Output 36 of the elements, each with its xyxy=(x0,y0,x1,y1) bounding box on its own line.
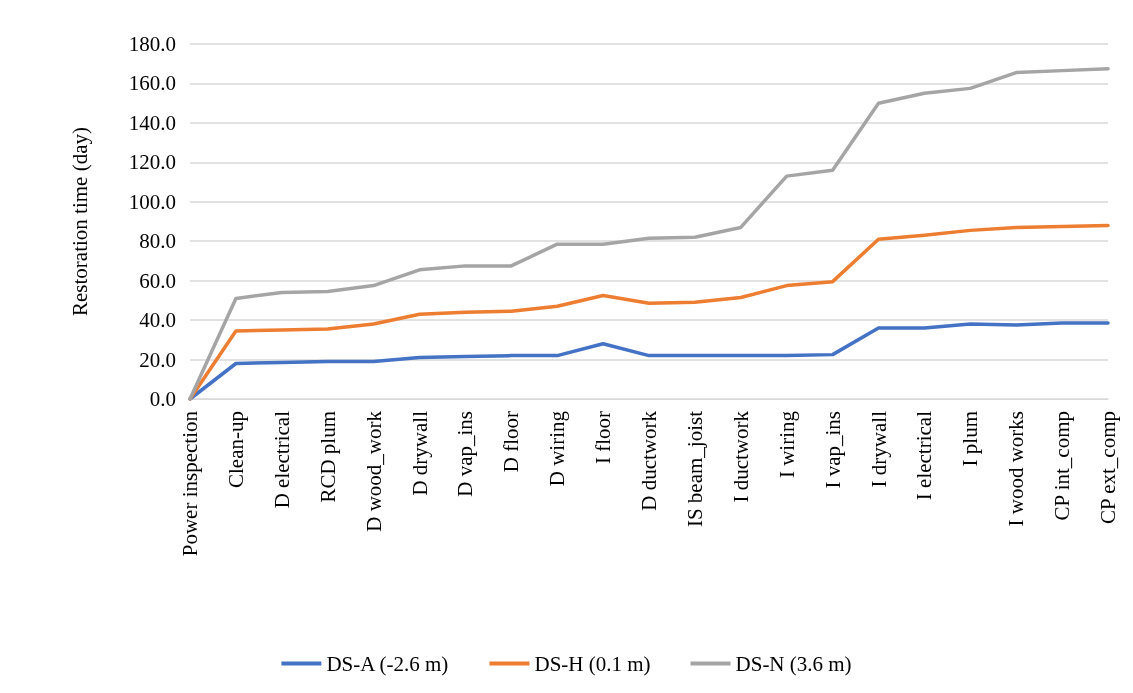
x-tick-label: I vap_ins xyxy=(820,411,845,489)
y-tick-label: 100.0 xyxy=(128,189,176,214)
x-tick-label: D ductwork xyxy=(637,410,661,511)
x-tick-label: I ductwork xyxy=(728,410,753,503)
legend-label: DS-A (-2.6 m) xyxy=(326,651,449,676)
x-tick-label: D floor xyxy=(499,411,524,473)
y-tick-label: 180.0 xyxy=(128,32,176,56)
x-tick-label: I wood works xyxy=(1004,411,1029,527)
y-tick-label: 20.0 xyxy=(139,347,176,372)
y-tick-label: 0.0 xyxy=(149,387,176,411)
x-tick-label: D drywall xyxy=(407,410,432,496)
y-tick-label: 40.0 xyxy=(139,308,176,333)
x-tick-label: D electrical xyxy=(269,410,294,509)
x-tick-label: I drywall xyxy=(866,410,891,488)
x-tick-label: CP int_comp xyxy=(1050,411,1075,521)
x-tick-label: RCD plum xyxy=(315,411,340,503)
y-tick-label: 80.0 xyxy=(139,229,176,254)
x-tick-label: I electrical xyxy=(912,410,937,501)
y-tick-label: 140.0 xyxy=(128,110,176,135)
x-tick-label: CP ext_comp xyxy=(1096,411,1120,524)
y-tick-label: 120.0 xyxy=(128,150,176,175)
x-tick-label: Power inspection xyxy=(178,410,202,557)
y-tick-label: 160.0 xyxy=(128,71,176,96)
x-tick-label: I plum xyxy=(958,411,983,467)
x-tick-label: Clean-up xyxy=(223,411,248,488)
y-axis-title: Restoration time (day) xyxy=(67,127,92,316)
legend-label: DS-N (3.6 m) xyxy=(735,651,852,676)
legend-label: DS-H (0.1 m) xyxy=(534,651,651,676)
x-tick-label: D vap_ins xyxy=(453,411,478,497)
x-tick-label: D wood_work xyxy=(361,410,386,532)
x-tick-label: I wiring xyxy=(774,410,799,479)
y-tick-label: 60.0 xyxy=(139,268,176,293)
x-tick-label: IS beam_joist xyxy=(682,410,707,528)
x-tick-label: I floor xyxy=(591,411,616,465)
line-series xyxy=(188,66,1110,401)
x-tick-label: D wiring xyxy=(545,410,570,487)
